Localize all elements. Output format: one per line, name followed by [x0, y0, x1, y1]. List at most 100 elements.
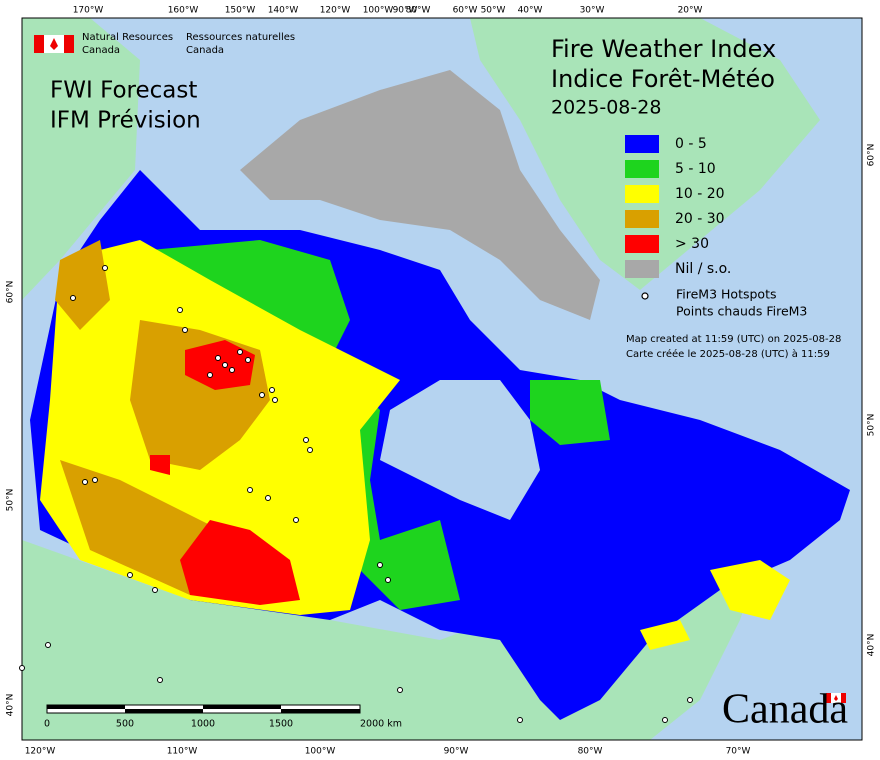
top-label: 40°W — [518, 6, 543, 16]
legend-swatch — [625, 260, 659, 278]
hotspot — [222, 362, 228, 368]
bottom-label: 90°W — [444, 747, 469, 757]
hotspot — [92, 477, 98, 483]
top-label: 30°W — [580, 6, 605, 16]
legend-label: 0 - 5 — [675, 136, 707, 152]
title: Fire Weather Index — [551, 35, 776, 63]
scale-segment — [203, 705, 281, 709]
legend-label: 10 - 20 — [675, 186, 725, 202]
wordmark-flag — [826, 693, 846, 703]
legend-swatch — [625, 185, 659, 203]
hotspot — [127, 572, 133, 578]
region-maritimes — [710, 560, 790, 620]
top-label: 160°W — [168, 6, 199, 16]
bottom-label: 120°W — [25, 747, 56, 757]
top-label: 20°W — [678, 6, 703, 16]
right-label: 40°N — [867, 634, 877, 657]
top-label: 100°W — [363, 6, 394, 16]
agency-fr: Canada — [186, 45, 224, 56]
hotspot — [70, 295, 76, 301]
agency-en: Canada — [82, 45, 120, 56]
hotspot — [245, 357, 251, 363]
bottom-label: 110°W — [167, 747, 198, 757]
left-label: 60°N — [6, 281, 16, 304]
region-red-small — [150, 455, 170, 475]
note: Map created at 11:59 (UTC) on 2025-08-28 — [626, 334, 841, 345]
scale-segment — [47, 705, 125, 709]
hotspot — [293, 517, 299, 523]
hotspot — [215, 355, 221, 361]
hotspot — [177, 307, 183, 313]
legend-hotspot-label: FireM3 Hotspots — [676, 287, 776, 302]
flag — [34, 35, 74, 53]
top-label: 140°W — [268, 6, 299, 16]
hotspot — [259, 392, 265, 398]
right-label: 50°N — [867, 414, 877, 437]
scale-label: 1000 — [191, 719, 215, 730]
legend-swatch — [625, 210, 659, 228]
legend-swatch — [625, 235, 659, 253]
hotspot — [207, 372, 213, 378]
region-red-south — [180, 520, 300, 605]
hudson-bay — [380, 380, 540, 520]
greenland — [470, 18, 820, 290]
legend-label: 20 - 30 — [675, 211, 725, 227]
hotspot — [385, 577, 391, 583]
hotspot — [152, 587, 158, 593]
top-label: 90°W — [393, 6, 418, 16]
scale-label: 2000 km — [360, 719, 402, 730]
scale-segment — [125, 709, 203, 713]
left-label: 50°N — [6, 489, 16, 512]
agency-fr: Ressources naturelles — [186, 32, 295, 43]
top-label: 60°W — [453, 6, 478, 16]
hotspot — [157, 677, 163, 683]
note: Carte créée le 2025-08-28 (UTC) à 11:59 — [626, 348, 830, 360]
hotspot — [303, 437, 309, 443]
right-label: 60°N — [867, 144, 877, 167]
hotspot — [182, 327, 188, 333]
legend-hotspot — [641, 292, 649, 300]
hotspot — [662, 717, 668, 723]
top-label: 80°W — [406, 6, 431, 16]
hotspot — [19, 665, 25, 671]
hotspot — [82, 479, 88, 485]
product: IFM Prévision — [50, 108, 201, 134]
hotspot — [272, 397, 278, 403]
legend-swatch — [625, 160, 659, 178]
scale-segment — [281, 709, 360, 713]
hotspot — [102, 265, 108, 271]
top-label: 170°W — [73, 6, 104, 16]
legend-swatch — [625, 135, 659, 153]
top-label: 150°W — [225, 6, 256, 16]
top-label: 120°W — [320, 6, 351, 16]
hotspot — [247, 487, 253, 493]
bottom-label: 80°W — [578, 747, 603, 757]
scale-label: 500 — [116, 719, 134, 730]
map-frame — [21, 17, 863, 741]
hotspot — [687, 697, 693, 703]
hotspot — [265, 495, 271, 501]
hotspot — [237, 349, 243, 355]
hotspot — [377, 562, 383, 568]
wordmark: Canada — [722, 687, 848, 733]
hotspot — [229, 367, 235, 373]
bottom-label: 100°W — [305, 747, 336, 757]
hotspot — [307, 447, 313, 453]
hotspot — [397, 687, 403, 693]
product: FWI Forecast — [50, 78, 197, 104]
region-green-qc — [530, 380, 610, 445]
agency-en: Natural Resources — [82, 32, 173, 43]
bottom-label: 70°W — [726, 747, 751, 757]
region-orange-north — [55, 240, 110, 330]
hotspot — [269, 387, 275, 393]
hotspot — [517, 717, 523, 723]
top-label: 50°W — [481, 6, 506, 16]
legend-label: 5 - 10 — [675, 161, 716, 177]
legend-label: Nil / s.o. — [675, 261, 731, 277]
hotspot — [45, 642, 51, 648]
legend-label: > 30 — [675, 236, 709, 252]
legend-hotspot-label: Points chauds FireM3 — [676, 304, 807, 319]
title: Indice Forêt-Météo — [551, 65, 775, 93]
